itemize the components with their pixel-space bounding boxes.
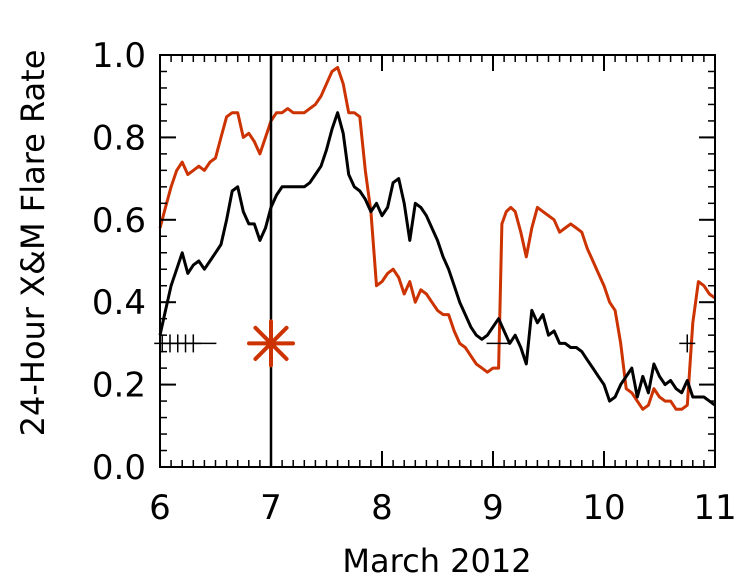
x-tick-label: 8	[371, 488, 393, 528]
plus-marker	[679, 334, 696, 353]
x-tick-label: 7	[260, 488, 282, 528]
y-tick-label: 1.0	[92, 36, 146, 76]
asterisk-marker	[247, 319, 295, 368]
y-tick-label: 0.4	[92, 283, 146, 323]
y-tick-labels: 0.0 0.2 0.4 0.6 0.8 1.0	[92, 36, 146, 488]
x-tick-labels: 6 7 8 9 10 11	[149, 488, 736, 528]
axis-ticks	[159, 54, 716, 468]
y-tick-label: 0.6	[92, 201, 146, 241]
x-tick-label: 9	[482, 488, 504, 528]
series-line	[158, 65, 716, 411]
y-tick-label: 0.8	[92, 118, 146, 158]
y-tick-label: 0.2	[92, 366, 146, 406]
series-line	[158, 111, 716, 407]
y-tick-label: 0.0	[92, 448, 146, 488]
x-axis-title: March 2012	[342, 542, 531, 580]
y-axis-title: 24-Hour X&M Flare Rate	[14, 50, 52, 437]
plot-frame	[159, 54, 716, 468]
x-tick-label: 11	[693, 488, 736, 528]
plot-area	[154, 55, 716, 467]
x-tick-label: 10	[582, 488, 625, 528]
asterisk-marker-arm	[253, 325, 289, 361]
x-tick-label: 6	[149, 488, 171, 528]
